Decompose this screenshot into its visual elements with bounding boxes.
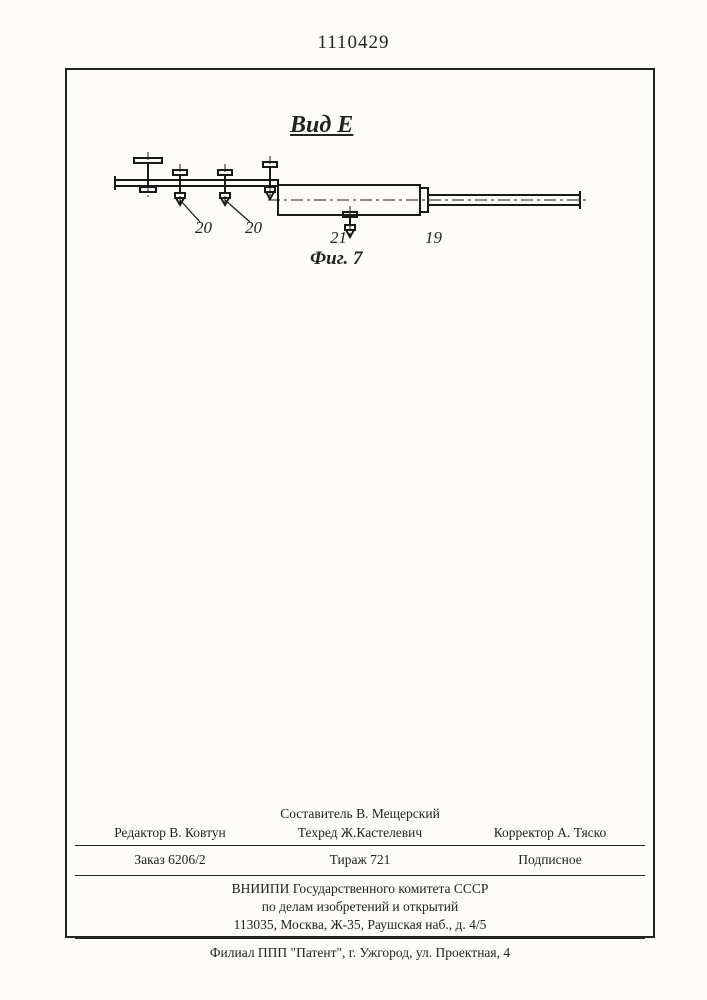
- annot-21: 21: [330, 228, 347, 248]
- footer-block: Составитель В. Мещерский Редактор В. Ков…: [75, 805, 645, 963]
- order-number: Заказ 6206/2: [75, 851, 265, 869]
- document-number: 1110429: [0, 32, 707, 54]
- annot-19: 19: [425, 228, 442, 248]
- compositor-line: Составитель В. Мещерский: [75, 805, 645, 823]
- tirage: Тираж 721: [265, 851, 455, 869]
- address-line: 113035, Москва, Ж-35, Раушская наб., д. …: [75, 916, 645, 934]
- corrector-line: Корректор А. Тяско: [455, 824, 645, 842]
- subscription: Подписное: [455, 851, 645, 869]
- annot-20-a: 20: [195, 218, 212, 238]
- org-line-2: по делам изобретений и открытий: [75, 898, 645, 916]
- org-line-1: ВНИИПИ Государственного комитета СССР: [75, 880, 645, 898]
- figure-label: Фиг. 7: [310, 248, 362, 270]
- view-label: Вид Е: [290, 112, 353, 139]
- filial-line: Филиал ППП "Патент", г. Ужгород, ул. Про…: [75, 939, 645, 962]
- techred-line: Техред Ж.Кастелевич: [265, 824, 455, 842]
- annot-20-b: 20: [245, 218, 262, 238]
- editor-line: Редактор В. Ковтун: [75, 824, 265, 842]
